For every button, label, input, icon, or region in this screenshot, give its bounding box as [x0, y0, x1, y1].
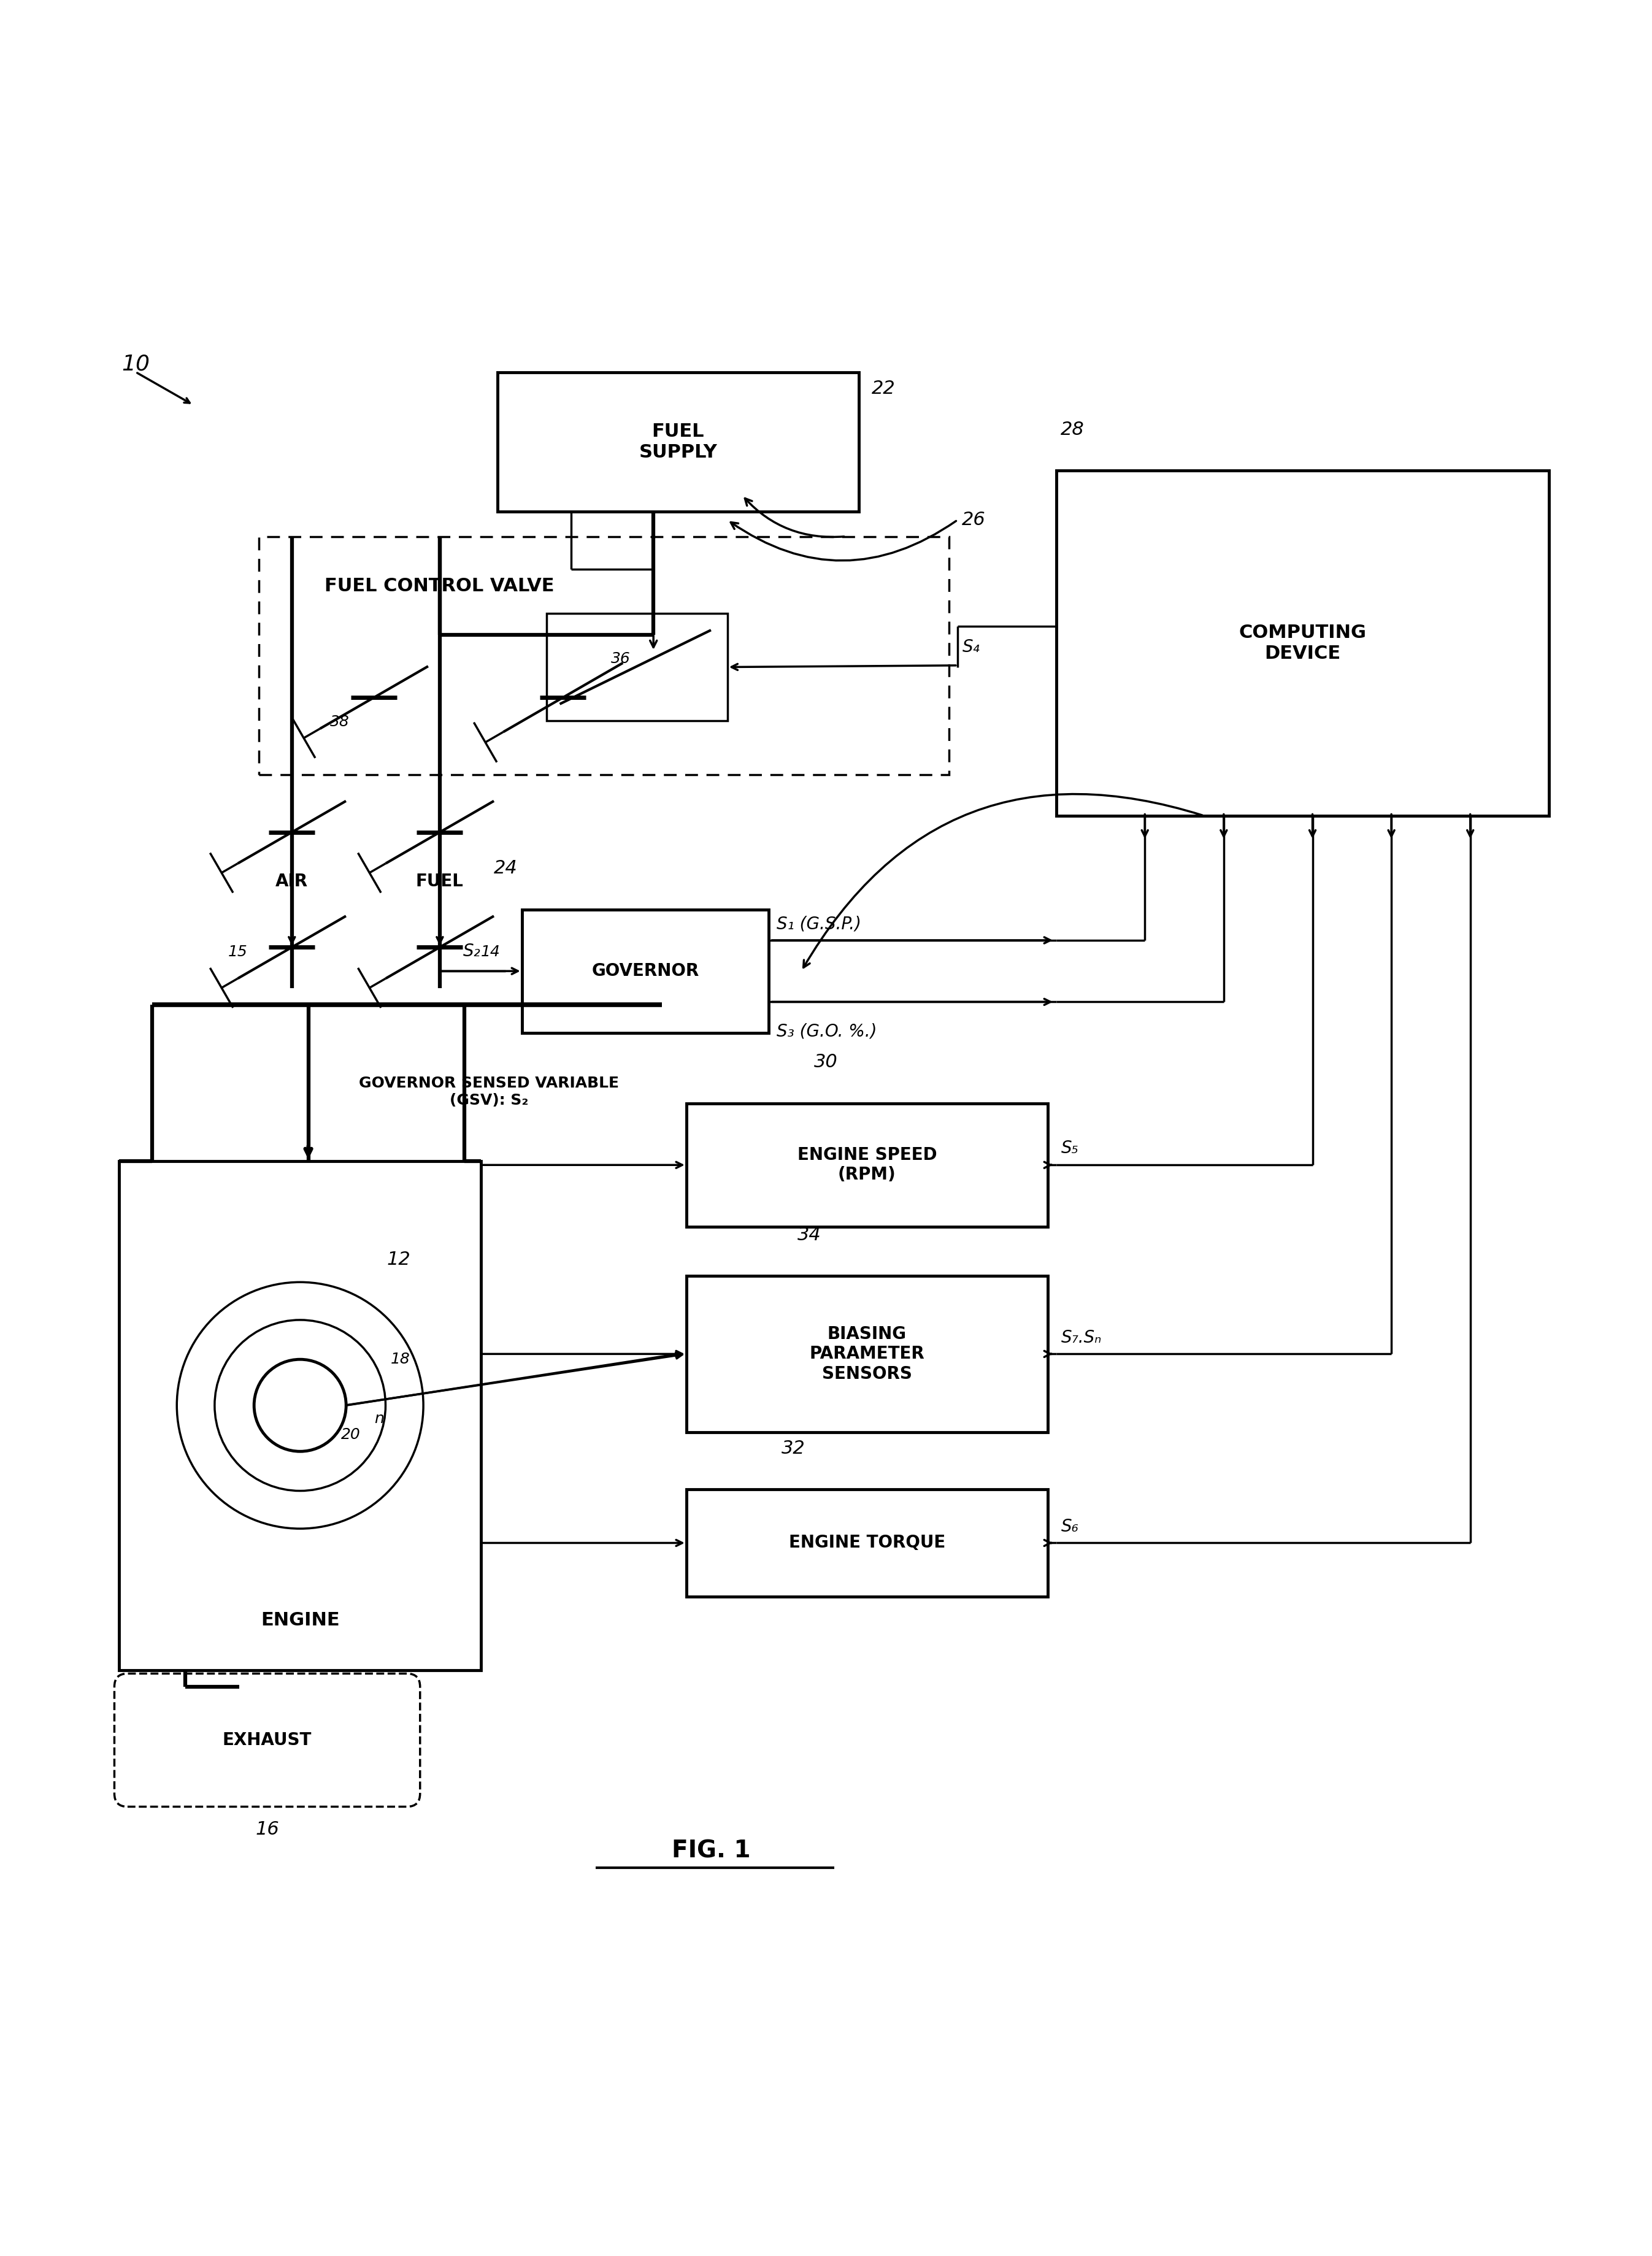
Bar — [686, 1277, 1047, 1433]
FancyArrowPatch shape — [745, 499, 844, 537]
Text: ENGINE SPEED
(RPM): ENGINE SPEED (RPM) — [798, 1146, 937, 1184]
Text: 16: 16 — [256, 1821, 279, 1839]
Text: S₆: S₆ — [1061, 1518, 1079, 1534]
Text: S₄: S₄ — [963, 638, 980, 656]
Text: 14: 14 — [481, 945, 501, 959]
Text: BIASING
PARAMETER
SENSORS: BIASING PARAMETER SENSORS — [809, 1327, 925, 1383]
Bar — [686, 1103, 1047, 1227]
Text: S₃ (G.O. %.): S₃ (G.O. %.) — [776, 1022, 877, 1040]
Text: 36: 36 — [611, 652, 631, 666]
Text: S₁ (G.S.P.): S₁ (G.S.P.) — [776, 916, 861, 932]
Text: 34: 34 — [798, 1225, 821, 1243]
Text: FIG. 1: FIG. 1 — [672, 1839, 750, 1863]
Text: FUEL: FUEL — [416, 873, 464, 891]
Text: FUEL
SUPPLY: FUEL SUPPLY — [639, 422, 717, 460]
Text: 24: 24 — [494, 860, 517, 878]
Bar — [497, 372, 859, 512]
Text: n: n — [373, 1412, 383, 1426]
Text: 28: 28 — [1061, 420, 1084, 438]
Bar — [522, 909, 768, 1033]
Bar — [1056, 472, 1550, 817]
Bar — [547, 614, 727, 720]
Text: GOVERNOR SENSED VARIABLE
(GSV): S₂: GOVERNOR SENSED VARIABLE (GSV): S₂ — [358, 1076, 620, 1108]
Text: ENGINE: ENGINE — [261, 1611, 340, 1629]
Text: 12: 12 — [387, 1250, 411, 1268]
Text: S₅: S₅ — [1061, 1139, 1079, 1157]
Text: EXHAUST: EXHAUST — [223, 1733, 312, 1748]
Bar — [119, 1162, 481, 1669]
Text: S₇.Sₙ: S₇.Sₙ — [1061, 1329, 1102, 1347]
FancyArrowPatch shape — [803, 794, 1203, 968]
Text: GOVERNOR: GOVERNOR — [591, 963, 699, 979]
Text: 32: 32 — [781, 1439, 805, 1457]
Text: 15: 15 — [228, 945, 248, 959]
Text: 26: 26 — [961, 512, 986, 528]
Bar — [686, 1489, 1047, 1597]
FancyArrowPatch shape — [730, 521, 957, 559]
Text: 22: 22 — [872, 379, 895, 397]
FancyArrowPatch shape — [649, 539, 657, 647]
Text: ENGINE TORQUE: ENGINE TORQUE — [788, 1534, 945, 1552]
Text: 10: 10 — [122, 354, 150, 374]
Bar — [259, 537, 950, 774]
Text: 30: 30 — [814, 1054, 838, 1072]
Text: 18: 18 — [390, 1351, 410, 1367]
Text: 38: 38 — [330, 715, 349, 729]
Text: 20: 20 — [342, 1428, 360, 1442]
Text: FUEL CONTROL VALVE: FUEL CONTROL VALVE — [325, 578, 555, 596]
Text: AIR: AIR — [276, 873, 309, 891]
Text: S₂: S₂ — [463, 943, 481, 961]
Text: COMPUTING
DEVICE: COMPUTING DEVICE — [1239, 625, 1366, 663]
